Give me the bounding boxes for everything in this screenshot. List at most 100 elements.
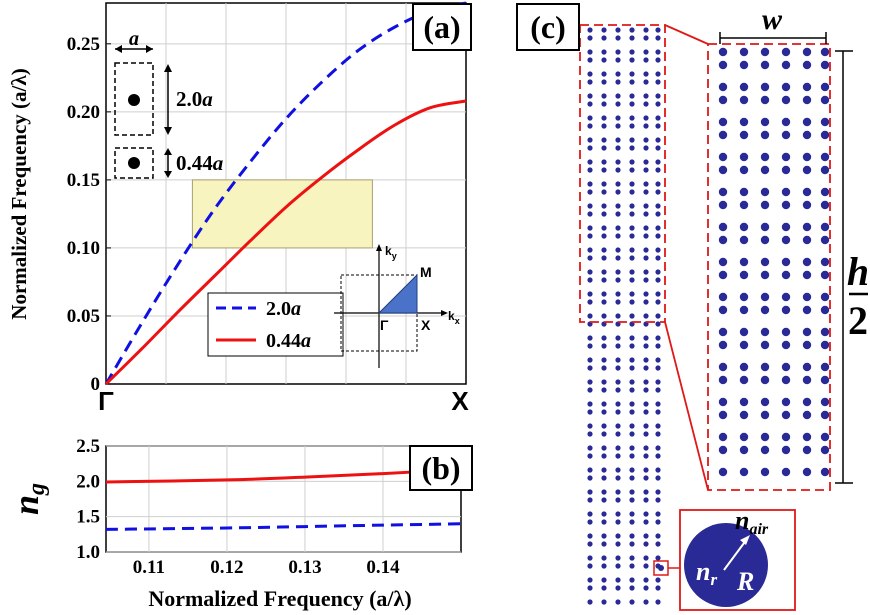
rod xyxy=(629,57,635,63)
rod xyxy=(615,123,621,129)
y-tick-label: 2.5 xyxy=(76,436,100,457)
rod xyxy=(601,475,607,481)
rod xyxy=(820,410,830,420)
rod xyxy=(802,187,812,197)
bz-x-label: X xyxy=(421,317,431,333)
rod xyxy=(655,431,661,437)
rod xyxy=(629,137,635,143)
rod xyxy=(655,497,661,503)
rod xyxy=(760,375,770,385)
rod xyxy=(629,123,635,129)
rod xyxy=(601,159,607,165)
rod xyxy=(643,101,649,107)
rod xyxy=(655,255,661,261)
rod xyxy=(820,200,830,210)
rod xyxy=(629,291,635,297)
rod xyxy=(587,299,593,305)
rod xyxy=(739,200,749,210)
irreducible-zone xyxy=(377,273,418,314)
rod xyxy=(615,255,621,261)
rod xyxy=(587,387,593,393)
rod xyxy=(760,340,770,350)
rod xyxy=(802,200,812,210)
rod xyxy=(643,401,649,407)
rod xyxy=(615,401,621,407)
panel-label-c: (c) xyxy=(530,9,566,45)
zoom-connector-bottom xyxy=(664,321,709,491)
rod xyxy=(643,335,649,341)
rod xyxy=(629,563,635,569)
x-tick-label: 0.14 xyxy=(366,557,400,578)
rod xyxy=(601,49,607,55)
rod xyxy=(781,397,791,407)
rod xyxy=(601,79,607,85)
rod xyxy=(615,203,621,209)
rod xyxy=(655,57,661,63)
rod xyxy=(643,115,649,121)
rod xyxy=(643,343,649,349)
rod-icon xyxy=(658,565,664,571)
rod xyxy=(718,130,728,140)
rod xyxy=(643,159,649,165)
rod-icon xyxy=(128,94,140,106)
rod xyxy=(587,563,593,569)
rod xyxy=(718,397,728,407)
unit-cell-2.0a xyxy=(114,62,154,136)
zoom-region-box xyxy=(579,24,666,323)
rod xyxy=(643,475,649,481)
rod xyxy=(760,200,770,210)
rod xyxy=(629,255,635,261)
rod xyxy=(781,130,791,140)
rod xyxy=(615,563,621,569)
rod xyxy=(587,211,593,217)
rod xyxy=(655,35,661,41)
y-tick-label: 0 xyxy=(91,374,101,395)
rod xyxy=(739,340,749,350)
rod xyxy=(820,95,830,105)
rod xyxy=(643,189,649,195)
rod xyxy=(655,291,661,297)
rod xyxy=(655,203,661,209)
rod xyxy=(643,519,649,525)
zoom-connector-top xyxy=(664,24,709,45)
rod xyxy=(655,313,661,319)
rod xyxy=(615,475,621,481)
arrow-head-icon xyxy=(164,127,172,135)
rod xyxy=(655,299,661,305)
rod xyxy=(739,82,749,92)
rod-icon xyxy=(128,157,140,169)
rod xyxy=(643,145,649,151)
rod xyxy=(629,299,635,305)
rod xyxy=(718,292,728,302)
arrow-head-icon xyxy=(146,45,153,53)
rod xyxy=(629,225,635,231)
rod xyxy=(629,431,635,437)
rod xyxy=(643,93,649,99)
rod xyxy=(629,159,635,165)
rod xyxy=(587,255,593,261)
rod xyxy=(760,445,770,455)
rod xyxy=(718,362,728,372)
rod xyxy=(587,577,593,583)
rod xyxy=(820,235,830,245)
height-label-num: h xyxy=(847,249,869,294)
legend: 2.0a 0.44a xyxy=(207,292,344,357)
rod xyxy=(601,299,607,305)
rod xyxy=(601,335,607,341)
rod xyxy=(655,409,661,415)
bz-m-label: M xyxy=(420,264,432,280)
rod xyxy=(601,277,607,283)
rod xyxy=(587,159,593,165)
radius-label: R xyxy=(736,567,754,596)
rod xyxy=(643,555,649,561)
rod xyxy=(802,95,812,105)
rod xyxy=(587,379,593,385)
rod xyxy=(718,270,728,280)
rod xyxy=(643,167,649,173)
rod xyxy=(760,95,770,105)
rod xyxy=(739,305,749,315)
rod xyxy=(655,79,661,85)
rod xyxy=(629,79,635,85)
n-r-label: nr xyxy=(696,557,717,589)
highlight-region xyxy=(191,179,373,249)
